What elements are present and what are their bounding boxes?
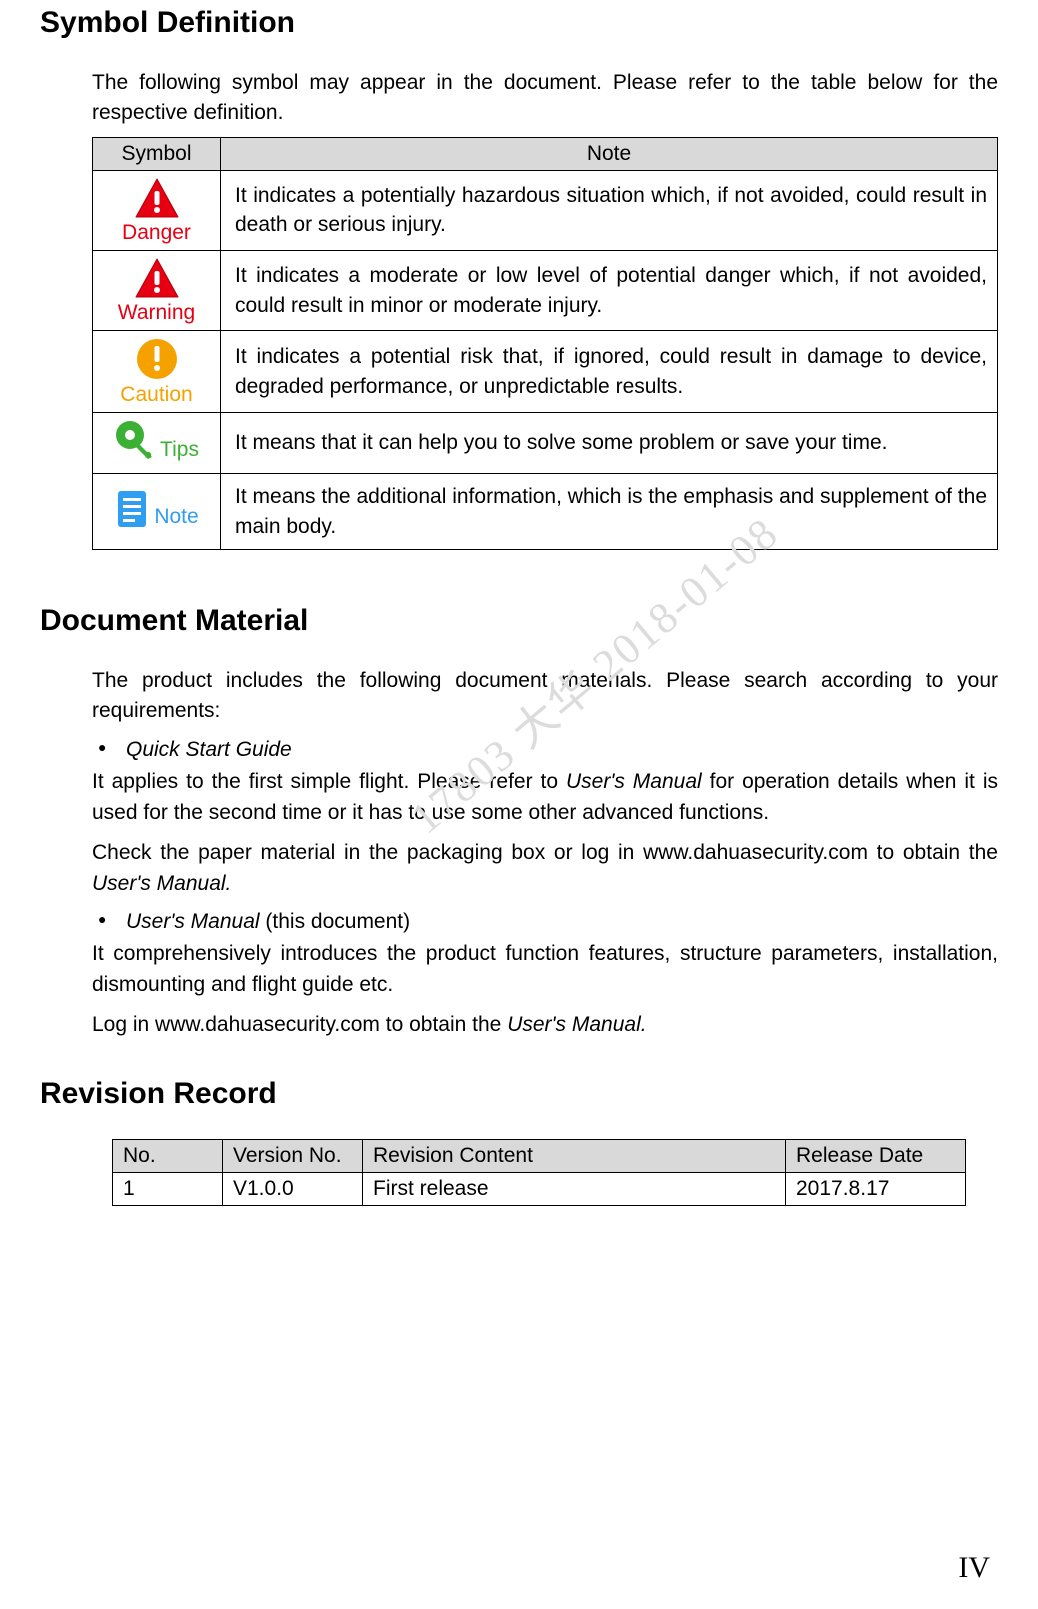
table-row: Note It means the additional information… [93, 474, 998, 550]
qsg-para-2: Check the paper material in the packagin… [92, 838, 998, 899]
symbol-label-warning: Warning [118, 301, 195, 324]
list-item: Quick Start Guide [126, 735, 998, 765]
text: Log in www.dahuasecurity.com to obtain t… [92, 1013, 507, 1036]
symbol-label-caution: Caution [120, 383, 192, 406]
symbol-cell-caution: Caution [93, 331, 221, 413]
intro-symbol-definition: The following symbol may appear in the d… [92, 68, 998, 129]
col-no: No. [113, 1139, 223, 1172]
table-row: Caution It indicates a potential risk th… [93, 331, 998, 413]
col-date: Release Date [786, 1139, 966, 1172]
doc-list: User's Manual (this document) [92, 907, 998, 937]
symbol-cell-tips: Tips [93, 413, 221, 474]
page-number: IV [958, 1551, 990, 1585]
note-cell-danger: It indicates a potentially hazardous sit… [221, 170, 998, 250]
text-italic: User's Manual. [507, 1013, 646, 1036]
item-title-um-suffix: (this document) [260, 910, 411, 933]
text: It comprehensively introduces the produc… [92, 942, 998, 995]
table-row: Danger It indicates a potentially hazard… [93, 170, 998, 250]
tips-icon [114, 419, 156, 461]
text: It applies to the first simple flight. P… [92, 770, 566, 793]
note-cell-warning: It indicates a moderate or low level of … [221, 250, 998, 330]
danger-icon [134, 177, 180, 219]
warning-icon [134, 257, 180, 299]
table-row: Tips It means that it can help you to so… [93, 413, 998, 474]
table-row: Warning It indicates a moderate or low l… [93, 250, 998, 330]
note-cell-note: It means the additional information, whi… [221, 474, 998, 550]
list-item: User's Manual (this document) [126, 907, 998, 937]
cell-date: 2017.8.17 [786, 1172, 966, 1205]
symbol-label-danger: Danger [122, 221, 191, 244]
symbol-label-tips: Tips [160, 438, 199, 461]
table-header-row: No. Version No. Revision Content Release… [113, 1139, 966, 1172]
col-note: Note [221, 137, 998, 170]
page: 17803 大华 2018-01-08 Symbol Definition Th… [0, 0, 1038, 1609]
intro-document-material: The product includes the following docum… [92, 666, 998, 727]
symbol-cell-danger: Danger [93, 170, 221, 250]
cell-content: First release [363, 1172, 786, 1205]
heading-document-material: Document Material [40, 598, 998, 638]
table-row: 1 V1.0.0 First release 2017.8.17 [113, 1172, 966, 1205]
doc-list: Quick Start Guide [92, 735, 998, 765]
symbol-label-note: Note [154, 505, 198, 528]
caution-icon [135, 337, 179, 381]
um-para-2: Log in www.dahuasecurity.com to obtain t… [92, 1010, 998, 1040]
heading-symbol-definition: Symbol Definition [40, 0, 998, 40]
symbol-table: Symbol Note Danger It indicate [92, 137, 998, 550]
item-title-qsg: Quick Start Guide [126, 738, 292, 761]
cell-version: V1.0.0 [223, 1172, 363, 1205]
qsg-para-1: It applies to the first simple flight. P… [92, 767, 998, 828]
text: Check the paper material in the packagin… [92, 841, 998, 864]
note-cell-caution: It indicates a potential risk that, if i… [221, 331, 998, 413]
cell-no: 1 [113, 1172, 223, 1205]
table-header-row: Symbol Note [93, 137, 998, 170]
note-cell-tips: It means that it can help you to solve s… [221, 413, 998, 474]
symbol-cell-warning: Warning [93, 250, 221, 330]
text-italic: User's Manual [566, 770, 702, 793]
item-title-um: User's Manual [126, 910, 260, 933]
um-para-1: It comprehensively introduces the produc… [92, 939, 998, 1000]
text-italic: User's Manual. [92, 872, 231, 895]
symbol-cell-note: Note [93, 474, 221, 550]
col-content: Revision Content [363, 1139, 786, 1172]
revision-table: No. Version No. Revision Content Release… [112, 1139, 966, 1206]
note-icon [114, 489, 150, 529]
col-version: Version No. [223, 1139, 363, 1172]
col-symbol: Symbol [93, 137, 221, 170]
heading-revision-record: Revision Record [40, 1071, 998, 1111]
